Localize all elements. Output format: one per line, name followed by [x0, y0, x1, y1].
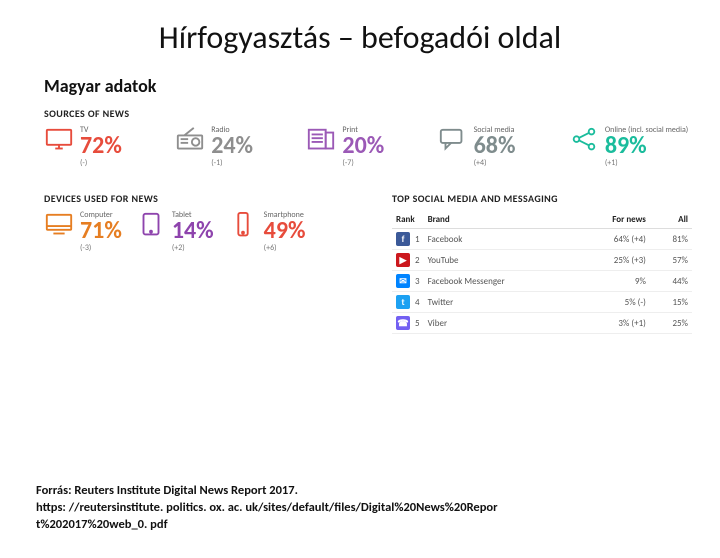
- source-item-tv: TV 72% (-): [44, 126, 167, 168]
- device-pct: 71%: [80, 219, 122, 243]
- cell-brand: YouTube: [424, 250, 576, 271]
- device-pct: 14%: [172, 219, 214, 243]
- table-header: Brand: [424, 211, 576, 229]
- devices-section-label: DEVICES USED FOR NEWS: [44, 192, 374, 205]
- computer-icon: [44, 211, 74, 237]
- device-item-computer: Computer 71% (-3): [44, 211, 122, 253]
- table-row: ☎5 Viber 3% (+1) 25%: [392, 313, 692, 334]
- device-item-tablet: Tablet 14% (+2): [136, 211, 214, 253]
- table-section-label: TOP SOCIAL MEDIA AND MESSAGING: [392, 192, 692, 205]
- brand-icon: ▶: [396, 253, 410, 267]
- cell-fornews: 9%: [575, 271, 649, 292]
- cell-fornews: 3% (+1): [575, 313, 649, 334]
- table-row: ▶2 YouTube 25% (+3) 57%: [392, 250, 692, 271]
- table-header: Rank: [392, 211, 424, 229]
- phone-icon: [228, 211, 258, 237]
- cell-all: 57%: [650, 250, 692, 271]
- tablet-icon: [136, 211, 166, 237]
- subtitle: Magyar adatok: [44, 75, 720, 97]
- footer-line1: Forrás: Reuters Institute Digital News R…: [36, 483, 692, 500]
- sources-row: TV 72% (-) Radio 24% (-1) Print 20% (-7)…: [44, 126, 692, 168]
- source-item-print: Print 20% (-7): [306, 126, 429, 168]
- source-pct: 24%: [211, 134, 253, 158]
- cell-all: 15%: [650, 292, 692, 313]
- cell-fornews: 5% (-): [575, 292, 649, 313]
- cell-fornews: 25% (+3): [575, 250, 649, 271]
- source-pct: 20%: [342, 134, 384, 158]
- cell-rank: ✉3: [392, 271, 424, 292]
- source-item-share: Online (incl. social media) 89% (+1): [569, 126, 692, 168]
- cell-all: 81%: [650, 229, 692, 250]
- device-pct: 49%: [264, 219, 306, 243]
- tv-icon: [44, 126, 74, 152]
- cell-fornews: 64% (+4): [575, 229, 649, 250]
- table-header: All: [650, 211, 692, 229]
- page-title: Hírfogyasztás – befogadói oldal: [0, 18, 720, 57]
- cell-rank: f1: [392, 229, 424, 250]
- cell-rank: ▶2: [392, 250, 424, 271]
- cell-brand: Facebook: [424, 229, 576, 250]
- footer-line3: t%202017%20web_0. pdf: [36, 517, 692, 534]
- devices-block: DEVICES USED FOR NEWS Computer 71% (-3) …: [44, 182, 374, 334]
- brand-icon: t: [396, 295, 410, 309]
- cell-all: 44%: [650, 271, 692, 292]
- cell-brand: Twitter: [424, 292, 576, 313]
- radio-icon: [175, 126, 205, 152]
- cell-all: 25%: [650, 313, 692, 334]
- table-row: f1 Facebook 64% (+4) 81%: [392, 229, 692, 250]
- social-table: RankBrandFor newsAll f1 Facebook 64% (+4…: [392, 211, 692, 334]
- source-item-radio: Radio 24% (-1): [175, 126, 298, 168]
- footer-source: Forrás: Reuters Institute Digital News R…: [36, 483, 692, 534]
- brand-icon: ☎: [396, 316, 410, 330]
- print-icon: [306, 126, 336, 152]
- brand-icon: f: [396, 232, 410, 246]
- source-item-chat: Social media 68% (+4): [438, 126, 561, 168]
- cell-brand: Viber: [424, 313, 576, 334]
- source-pct: 89%: [605, 134, 688, 158]
- table-row: t4 Twitter 5% (-) 15%: [392, 292, 692, 313]
- table-row: ✉3 Facebook Messenger 9% 44%: [392, 271, 692, 292]
- sources-section-label: SOURCES OF NEWS: [44, 107, 720, 120]
- footer-line2: https: //reutersinstitute. politics. ox.…: [36, 500, 692, 517]
- brand-icon: ✉: [396, 274, 410, 288]
- device-item-phone: Smartphone 49% (+6): [228, 211, 306, 253]
- cell-rank: t4: [392, 292, 424, 313]
- source-pct: 68%: [474, 134, 516, 158]
- cell-brand: Facebook Messenger: [424, 271, 576, 292]
- table-header: For news: [575, 211, 649, 229]
- share-icon: [569, 126, 599, 152]
- source-pct: 72%: [80, 134, 122, 158]
- social-table-block: TOP SOCIAL MEDIA AND MESSAGING RankBrand…: [392, 182, 692, 334]
- cell-rank: ☎5: [392, 313, 424, 334]
- chat-icon: [438, 126, 468, 152]
